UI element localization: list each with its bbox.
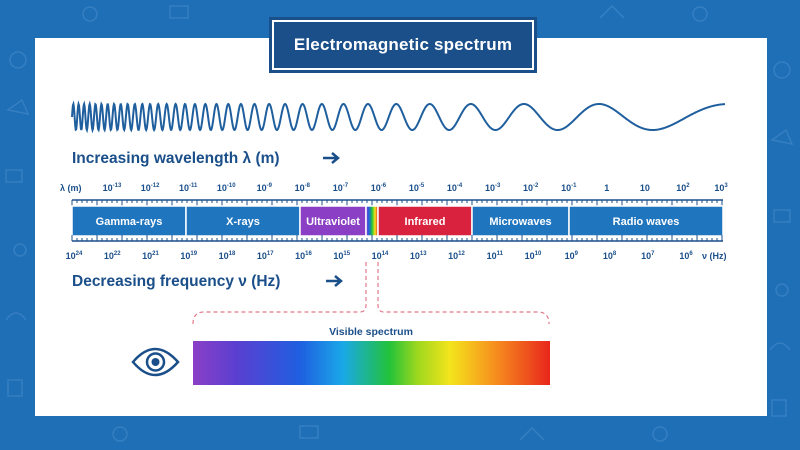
band-label: Gamma-rays <box>96 216 163 228</box>
tick-label: 10-11 <box>179 183 198 193</box>
band-label: Radio waves <box>613 216 680 228</box>
title-banner: Electromagnetic spectrum <box>269 17 537 73</box>
frequency-axis-label: ν (Hz) <box>702 251 727 261</box>
frequency-axis-ticks <box>71 235 723 241</box>
band-label: Infrared <box>405 216 446 228</box>
band-label: X-rays <box>226 216 260 228</box>
frequency-tick-labels: 1024 1022 1021 1019 1018 1017 1016 1015 1014 1013… <box>66 251 694 261</box>
tick-label: 10-8 <box>295 183 311 193</box>
tick-label: 109 <box>565 251 579 261</box>
tick-label: 1016 <box>295 251 312 261</box>
tick-label: 10-13 <box>103 183 122 193</box>
band-bar: Gamma-rays X-rays Ultraviolet Infrared Micro… <box>71 205 724 237</box>
tick-label: 1014 <box>372 251 389 261</box>
eye-icon <box>131 347 180 377</box>
band-visible <box>365 205 379 237</box>
page-title: Electromagnetic spectrum <box>293 35 513 54</box>
wavelength-axis-label: λ (m) <box>60 183 82 193</box>
tick-label: 10-3 <box>485 183 501 193</box>
tick-label: 1012 <box>448 251 465 261</box>
band-label: Microwaves <box>489 216 551 228</box>
tick-label: 1021 <box>142 251 159 261</box>
tick-label: 1011 <box>487 251 504 261</box>
band-label: Ultraviolet <box>306 216 360 228</box>
tick-label: 1024 <box>66 251 83 261</box>
tick-label: 10-10 <box>217 183 236 193</box>
tick-label: 106 <box>679 251 693 261</box>
right-arrow-icon <box>326 275 343 287</box>
frequency-heading: Decreasing frequency ν (Hz) <box>72 273 280 290</box>
tick-label: 10-12 <box>141 183 160 193</box>
tick-label: 1019 <box>180 251 197 261</box>
tick-label: 103 <box>714 183 728 193</box>
tick-label: 1015 <box>333 251 350 261</box>
tick-label: 107 <box>641 251 655 261</box>
visible-spectrum-bar <box>193 341 550 385</box>
tick-label: 1022 <box>104 251 121 261</box>
tick-label: 10 <box>640 183 650 193</box>
band-x-rays <box>185 205 301 237</box>
tick-label: 10-5 <box>409 183 425 193</box>
tick-label: 10-1 <box>561 183 577 193</box>
tick-label: 102 <box>676 183 690 193</box>
visible-spectrum-label: Visible spectrum <box>329 326 413 338</box>
tick-label: 1010 <box>525 251 542 261</box>
wavelength-axis-ticks <box>71 200 723 206</box>
tick-label: 10-9 <box>257 183 273 193</box>
wavelength-tick-labels: 10-13 10-12 10-11 10-10 10-9 10-8 10-7 10-6 10-5… <box>103 183 729 193</box>
tick-label: 108 <box>603 251 617 261</box>
tick-label: 1 <box>604 183 609 193</box>
right-arrow-icon <box>323 152 340 164</box>
tick-label: 10-2 <box>523 183 539 193</box>
wavelength-wave <box>71 100 726 134</box>
wavelength-heading: Increasing wavelength λ (m) <box>72 150 280 167</box>
band-radio-waves <box>568 205 724 237</box>
tick-label: 1018 <box>219 251 236 261</box>
tick-label: 1013 <box>410 251 427 261</box>
tick-label: 10-4 <box>447 183 463 193</box>
tick-label: 10-6 <box>371 183 387 193</box>
visible-connector <box>192 262 550 325</box>
tick-label: 1017 <box>257 251 274 261</box>
tick-label: 10-7 <box>333 183 349 193</box>
